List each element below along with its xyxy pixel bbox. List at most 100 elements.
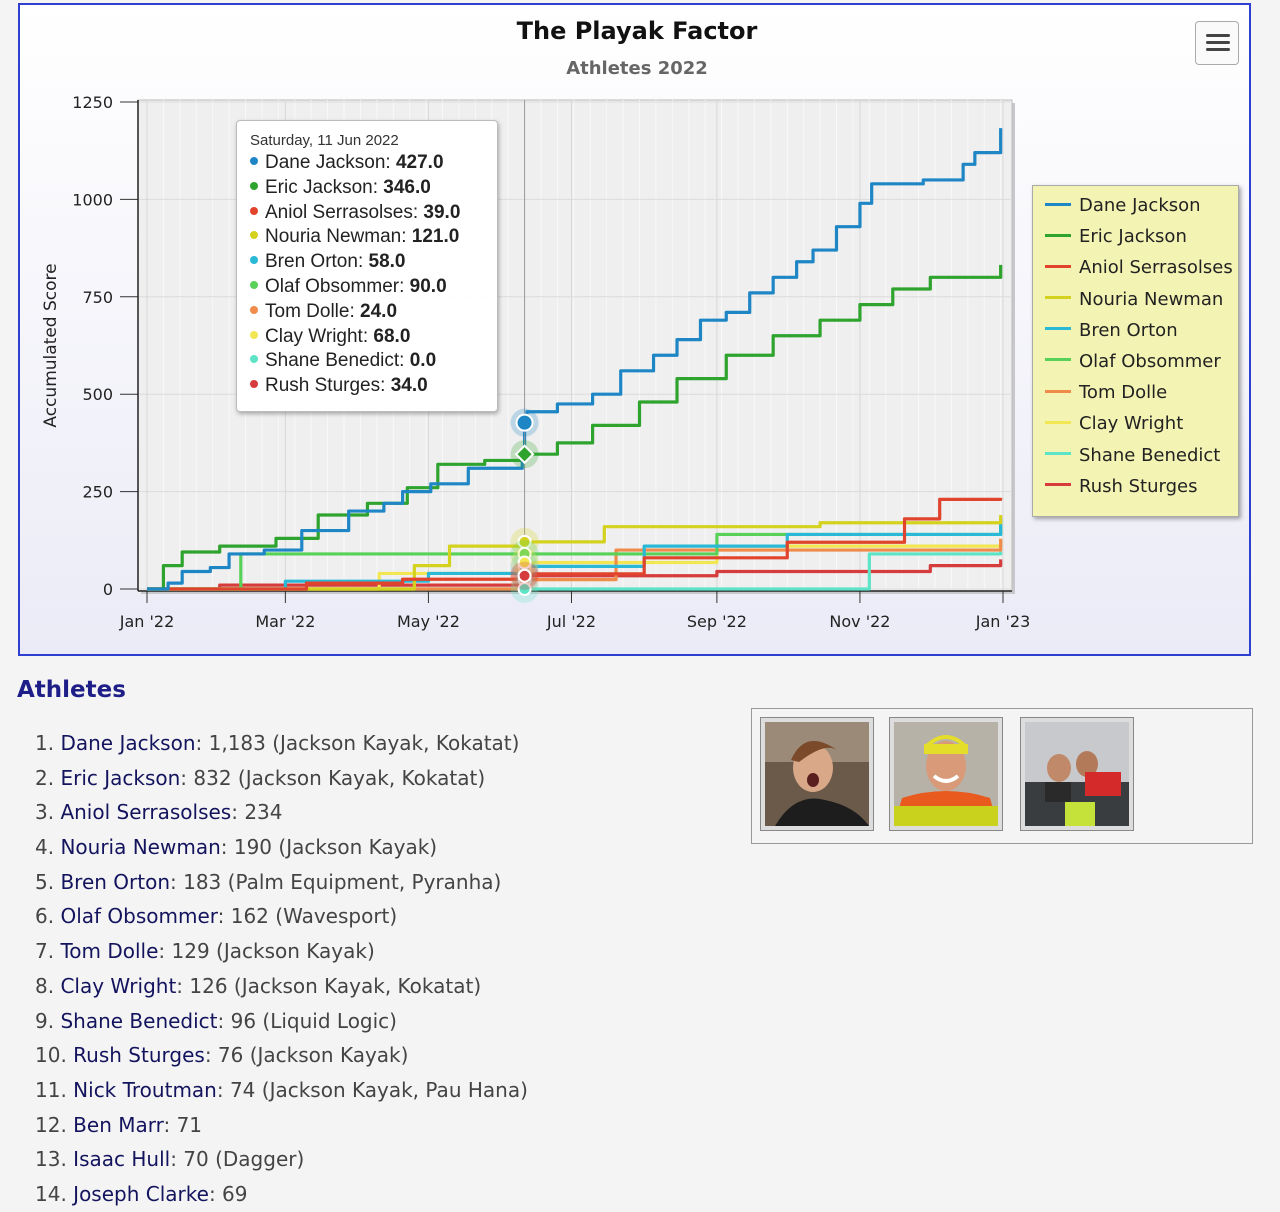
legend-item[interactable]: Rush Sturges bbox=[1045, 476, 1238, 507]
chart-subtitle: Athletes 2022 bbox=[566, 58, 708, 79]
tooltip-row: Rush Sturges: 34.0 bbox=[250, 374, 484, 399]
athlete-name-link[interactable]: Tom Dolle bbox=[60, 939, 159, 964]
legend-item[interactable]: Aniol Serrasolses bbox=[1045, 257, 1238, 288]
legend-line-icon bbox=[1045, 327, 1071, 331]
athlete-score-detail: : 129 (Jackson Kayak) bbox=[158, 939, 375, 964]
athlete-name-link[interactable]: Dane Jackson bbox=[60, 731, 196, 755]
legend-item[interactable]: Olaf Obsommer bbox=[1045, 351, 1238, 382]
athlete-rank: 9. bbox=[35, 1008, 55, 1033]
athlete-photo[interactable] bbox=[1020, 717, 1134, 831]
athlete-name-link[interactable]: Nouria Newman bbox=[60, 835, 221, 860]
chart-tooltip: Saturday, 11 Jun 2022 Dane Jackson: 427.… bbox=[236, 120, 498, 412]
legend-label: Shane Benedict bbox=[1079, 444, 1221, 466]
legend-line-icon bbox=[1045, 420, 1071, 424]
athlete-score-detail: : 234 bbox=[231, 800, 283, 825]
athlete-name-link[interactable]: Aniol Serrasolses bbox=[60, 800, 232, 825]
legend-label: Olaf Obsommer bbox=[1079, 350, 1221, 372]
series-line-eric-jackson bbox=[147, 264, 1003, 591]
hover-marker bbox=[517, 582, 532, 596]
tooltip-row: Aniol Serrasolses: 39.0 bbox=[250, 201, 484, 226]
tooltip-row: Nouria Newman: 121.0 bbox=[250, 225, 484, 250]
legend-item[interactable]: Tom Dolle bbox=[1045, 382, 1238, 413]
tooltip-row: Tom Dolle: 24.0 bbox=[250, 300, 484, 325]
y-tick-label: 1250 bbox=[72, 93, 113, 112]
legend-item[interactable]: Nouria Newman bbox=[1045, 289, 1238, 320]
hamburger-menu-button[interactable] bbox=[1195, 21, 1239, 65]
athlete-photo-gallery bbox=[751, 708, 1253, 844]
tooltip-series-name: Olaf Obsommer bbox=[265, 275, 400, 297]
athlete-list-item: 6. Olaf Obsommer: 162 (Wavesport) bbox=[35, 899, 528, 934]
legend-item[interactable]: Eric Jackson bbox=[1045, 226, 1238, 257]
athlete-score-detail: : 74 (Jackson Kayak, Pau Hana) bbox=[216, 1077, 528, 1102]
series-dot-icon bbox=[250, 256, 258, 265]
athlete-name-link[interactable]: Isaac Hull bbox=[73, 1147, 171, 1172]
athlete-name-link[interactable]: Eric Jackson bbox=[60, 765, 181, 790]
legend-item[interactable]: Clay Wright bbox=[1045, 413, 1238, 444]
athlete-score-detail: : 832 (Jackson Kayak, Kokatat) bbox=[180, 765, 486, 790]
athlete-name-link[interactable]: Ben Marr bbox=[73, 1112, 164, 1137]
athlete-score-detail: : 96 (Liquid Logic) bbox=[217, 1008, 397, 1033]
athlete-list-item: 9. Shane Benedict: 96 (Liquid Logic) bbox=[35, 1004, 528, 1039]
legend-line-icon bbox=[1045, 264, 1071, 268]
athlete-name-link[interactable]: Bren Orton bbox=[60, 869, 171, 894]
athlete-score-detail: : 190 (Jackson Kayak) bbox=[220, 835, 438, 860]
athlete-list-item: 10. Rush Sturges: 76 (Jackson Kayak) bbox=[35, 1038, 528, 1073]
athlete-photo[interactable] bbox=[760, 717, 874, 831]
athlete-list-item: 7. Tom Dolle: 129 (Jackson Kayak) bbox=[35, 934, 528, 969]
athlete-rank: 6. bbox=[35, 904, 55, 929]
legend-item[interactable]: Dane Jackson bbox=[1045, 195, 1238, 226]
tooltip-series-name: Aniol Serrasolses bbox=[265, 201, 413, 223]
athlete-name-link[interactable]: Rush Sturges bbox=[73, 1043, 205, 1068]
legend-item[interactable]: Shane Benedict bbox=[1045, 445, 1238, 476]
tooltip-series-value: 58.0 bbox=[368, 251, 406, 273]
tooltip-series-value: 90.0 bbox=[409, 275, 447, 297]
legend-label: Eric Jackson bbox=[1079, 226, 1187, 248]
y-tick-label: 1000 bbox=[72, 190, 113, 209]
legend-line-icon bbox=[1045, 483, 1071, 487]
tooltip-series-name: Bren Orton bbox=[265, 251, 358, 273]
athlete-list-item: 12. Ben Marr: 71 bbox=[35, 1108, 528, 1143]
athlete-rank: 11. bbox=[35, 1077, 67, 1102]
athlete-name-link[interactable]: Olaf Obsommer bbox=[60, 904, 218, 929]
legend-line-icon bbox=[1045, 452, 1071, 455]
x-tick-label: Nov '22 bbox=[829, 612, 890, 631]
athlete-list-item: 2. Eric Jackson: 832 (Jackson Kayak, Kok… bbox=[35, 761, 528, 796]
tooltip-series-name: Shane Benedict bbox=[265, 350, 400, 372]
athlete-score-detail: : 69 bbox=[208, 1181, 248, 1206]
tooltip-series-name: Tom Dolle bbox=[265, 300, 350, 322]
tooltip-series-name: Dane Jackson bbox=[265, 152, 386, 173]
x-tick-label: Jul '22 bbox=[546, 612, 596, 631]
athlete-rank: 12. bbox=[35, 1112, 67, 1137]
legend-line-icon bbox=[1045, 296, 1071, 300]
chart-container: The Playak Factor Athletes 2022 0 250 500 750… bbox=[18, 3, 1251, 656]
athlete-rank: 10. bbox=[35, 1043, 67, 1068]
legend-label: Nouria Newman bbox=[1079, 288, 1224, 310]
tooltip-series-value: 427.0 bbox=[395, 152, 444, 173]
athlete-name-link[interactable]: Nick Troutman bbox=[73, 1077, 217, 1102]
hover-marker bbox=[515, 413, 534, 432]
hover-marker bbox=[517, 555, 532, 570]
tooltip-series-value: 0.0 bbox=[409, 350, 437, 372]
athlete-name-link[interactable]: Joseph Clarke bbox=[73, 1181, 209, 1206]
athlete-rank: 7. bbox=[35, 939, 55, 964]
y-tick-label: 250 bbox=[82, 483, 113, 502]
y-tick-label: 0 bbox=[103, 580, 113, 599]
x-tick-label: Sep '22 bbox=[687, 612, 747, 631]
athlete-name-link[interactable]: Clay Wright bbox=[60, 973, 177, 998]
athlete-name-link[interactable]: Shane Benedict bbox=[60, 1008, 218, 1033]
tooltip-series-name: Rush Sturges bbox=[265, 375, 381, 397]
series-dot-icon bbox=[250, 181, 258, 190]
athlete-rank: 5. bbox=[35, 869, 55, 894]
tooltip-date: Saturday, 11 Jun 2022 bbox=[250, 132, 399, 149]
legend-item[interactable]: Bren Orton bbox=[1045, 320, 1238, 351]
legend-label: Dane Jackson bbox=[1079, 195, 1201, 216]
menu-bar-icon bbox=[1206, 34, 1230, 37]
series-dot-icon bbox=[250, 380, 258, 389]
series-line-rush-sturges bbox=[147, 559, 1003, 591]
x-tick-label: Jan '23 bbox=[975, 612, 1031, 631]
athlete-list-item: 11. Nick Troutman: 74 (Jackson Kayak, Pa… bbox=[35, 1073, 528, 1108]
legend-label: Tom Dolle bbox=[1079, 382, 1168, 404]
tooltip-series-value: 34.0 bbox=[390, 375, 428, 397]
athlete-photo[interactable] bbox=[889, 717, 1003, 831]
tooltip-series-name: Clay Wright bbox=[265, 325, 363, 347]
